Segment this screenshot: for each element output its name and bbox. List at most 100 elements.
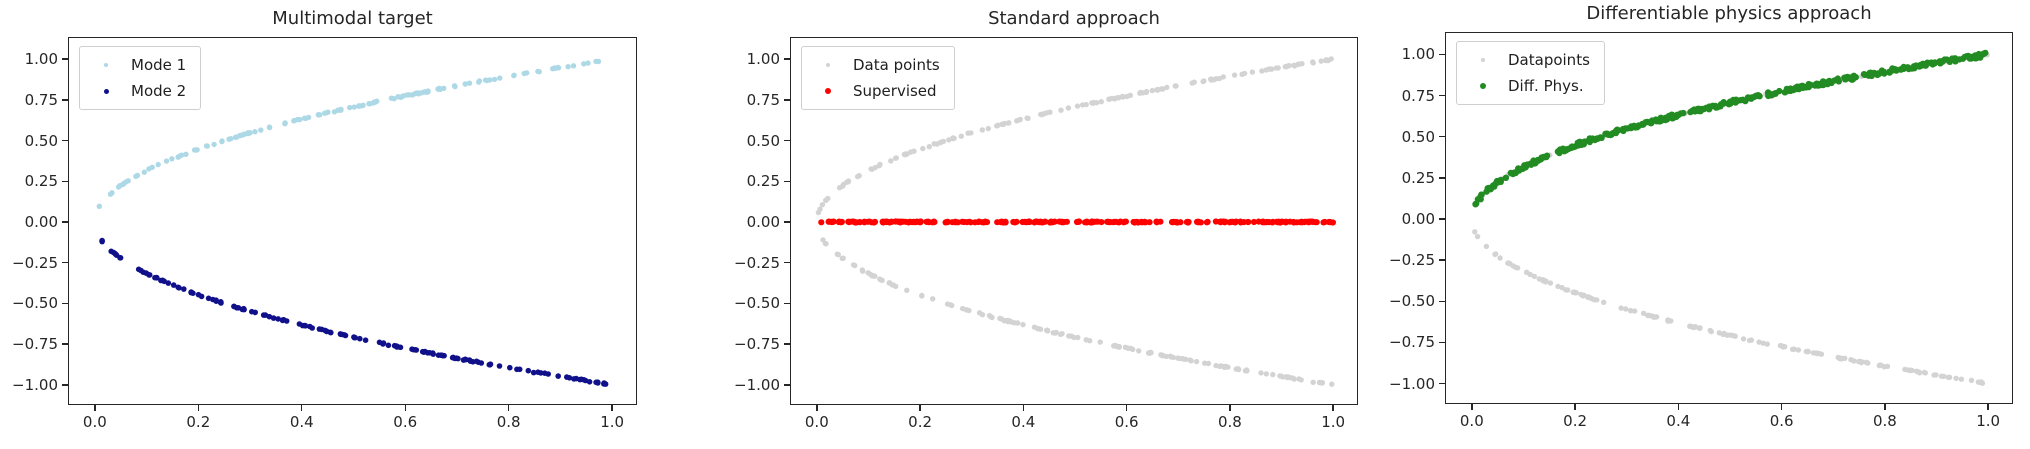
data-point bbox=[1147, 349, 1154, 355]
data-point bbox=[1149, 87, 1155, 94]
data-point bbox=[211, 141, 217, 148]
data-point bbox=[893, 155, 899, 161]
data-point bbox=[1097, 339, 1103, 345]
data-point bbox=[1263, 371, 1269, 377]
data-point bbox=[1868, 70, 1875, 77]
y-tick-mark bbox=[1439, 94, 1446, 97]
x-tick-label: 0.8 bbox=[1217, 413, 1242, 431]
y-tick-label: −0.50 bbox=[1389, 292, 1435, 311]
data-point bbox=[475, 359, 482, 366]
data-point bbox=[1837, 355, 1843, 362]
y-tick-label: 0.75 bbox=[746, 90, 780, 109]
data-point bbox=[1958, 376, 1965, 382]
data-point bbox=[1296, 61, 1302, 67]
data-point bbox=[1193, 218, 1201, 225]
data-point bbox=[1203, 219, 1210, 226]
data-point bbox=[1111, 96, 1118, 102]
data-point bbox=[865, 270, 871, 276]
y-tick-label: −0.50 bbox=[12, 294, 58, 313]
y-tick-mark bbox=[1439, 382, 1446, 385]
data-point bbox=[1889, 65, 1896, 72]
data-point bbox=[1268, 66, 1274, 72]
data-point bbox=[1972, 53, 1979, 60]
data-point bbox=[1740, 336, 1747, 342]
y-tick-mark bbox=[1439, 300, 1446, 302]
x-tick-label: 0.2 bbox=[1563, 412, 1588, 430]
data-point bbox=[1732, 333, 1738, 339]
data-point bbox=[1011, 320, 1018, 326]
data-point bbox=[258, 127, 264, 133]
data-point bbox=[466, 80, 473, 86]
data-point bbox=[1180, 356, 1186, 362]
x-tick-label: 0.6 bbox=[393, 413, 418, 431]
data-point bbox=[949, 219, 956, 226]
data-point bbox=[1748, 95, 1755, 102]
data-point bbox=[564, 374, 570, 380]
data-point bbox=[235, 305, 242, 311]
data-point bbox=[404, 92, 410, 98]
legend-dot-icon bbox=[1480, 83, 1486, 89]
data-point bbox=[1270, 371, 1276, 378]
data-point bbox=[1282, 218, 1290, 225]
x-tick-mark bbox=[507, 404, 510, 411]
data-point bbox=[1298, 218, 1305, 225]
data-point bbox=[266, 124, 273, 131]
data-point bbox=[1601, 299, 1607, 305]
data-point bbox=[1208, 77, 1215, 83]
x-tick-mark bbox=[197, 404, 199, 411]
legend-marker-icon bbox=[810, 62, 846, 68]
data-point bbox=[198, 293, 205, 300]
data-point bbox=[1052, 330, 1058, 336]
y-tick-label: −1.00 bbox=[12, 375, 58, 394]
x-tick-mark bbox=[1780, 403, 1783, 410]
series-supervised bbox=[818, 218, 1336, 226]
y-tick-label: 0.50 bbox=[746, 131, 780, 150]
data-point bbox=[1045, 328, 1051, 334]
data-point bbox=[1168, 354, 1174, 360]
data-point bbox=[1640, 310, 1647, 316]
data-point bbox=[1047, 109, 1053, 115]
data-point bbox=[896, 218, 903, 226]
data-point bbox=[1805, 348, 1811, 354]
chart-title: Multimodal target bbox=[272, 8, 433, 29]
data-point bbox=[393, 344, 400, 350]
data-point bbox=[1687, 108, 1694, 116]
data-point bbox=[183, 151, 189, 157]
axes-area: Data points Supervised 0.0 0.2 0.4 0.6 0.8 1.0… bbox=[734, 37, 1358, 431]
data-point bbox=[511, 72, 517, 79]
data-point bbox=[1189, 80, 1195, 86]
data-point bbox=[872, 164, 878, 171]
data-point bbox=[134, 172, 141, 179]
data-point bbox=[1618, 305, 1624, 311]
data-point bbox=[888, 158, 894, 164]
data-point bbox=[153, 274, 160, 281]
y-tick-mark bbox=[62, 180, 69, 182]
data-point bbox=[188, 289, 194, 296]
data-point bbox=[1746, 337, 1753, 344]
data-point bbox=[1074, 103, 1081, 109]
data-point bbox=[1630, 122, 1638, 129]
data-point bbox=[904, 287, 910, 293]
data-point bbox=[1514, 265, 1521, 271]
y-tick-mark bbox=[62, 139, 69, 142]
x-tick-label: 1.0 bbox=[1976, 412, 2001, 430]
data-point bbox=[1237, 219, 1244, 226]
data-point bbox=[1160, 86, 1166, 92]
data-point bbox=[570, 63, 577, 69]
data-point bbox=[1222, 364, 1229, 370]
data-point bbox=[979, 127, 985, 133]
data-point bbox=[976, 310, 983, 316]
data-point bbox=[1908, 65, 1916, 72]
data-point bbox=[1768, 91, 1776, 98]
data-point bbox=[542, 370, 548, 377]
data-point bbox=[1953, 375, 1959, 381]
x-tick-mark bbox=[1125, 404, 1128, 411]
data-point bbox=[1242, 368, 1249, 374]
data-point bbox=[861, 218, 868, 225]
data-point bbox=[1780, 344, 1786, 350]
x-tick-label: 0.2 bbox=[186, 413, 211, 431]
data-point bbox=[1155, 87, 1161, 93]
data-point bbox=[1622, 125, 1629, 132]
scatter-plot-area bbox=[815, 56, 1336, 387]
y-tick-mark bbox=[1439, 341, 1446, 344]
